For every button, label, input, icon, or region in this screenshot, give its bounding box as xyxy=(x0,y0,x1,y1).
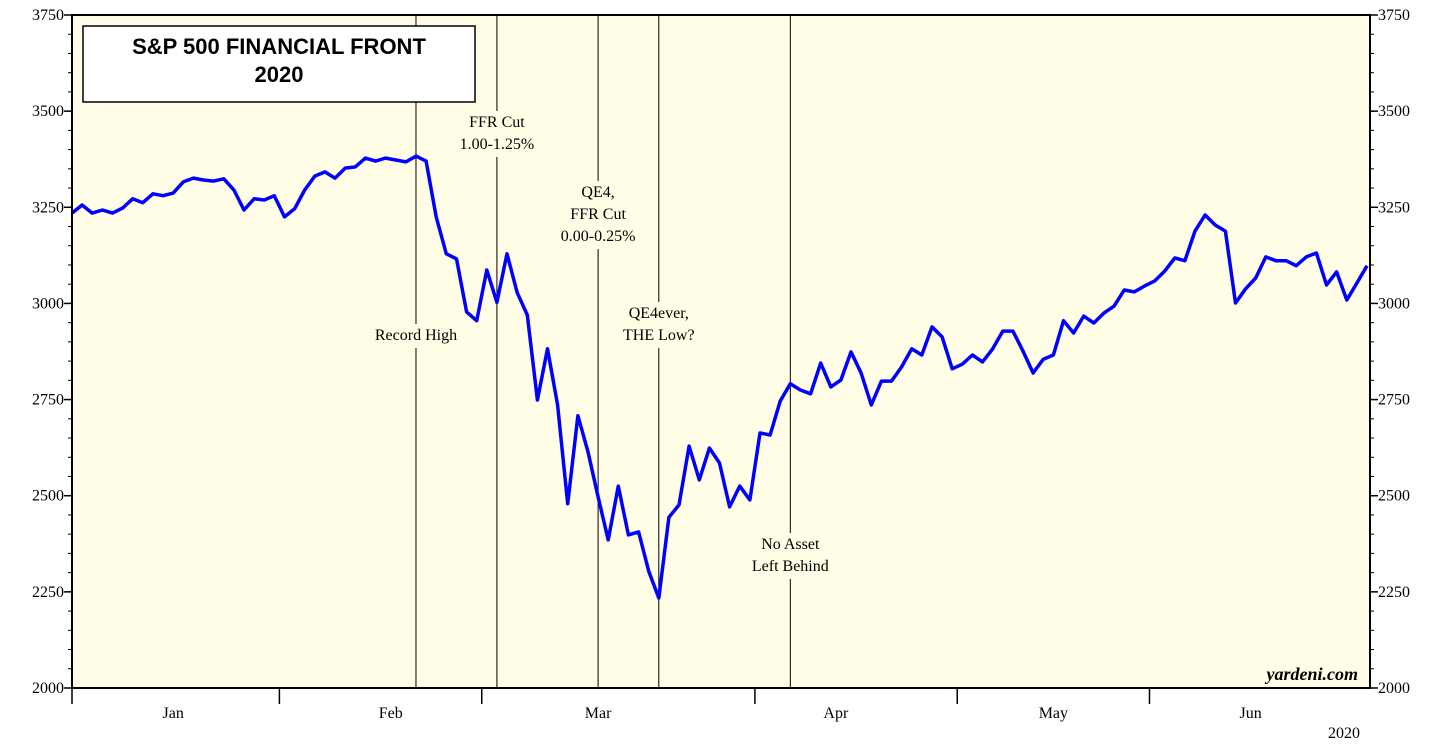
source: yardeni.com xyxy=(1265,664,1359,684)
y-tick-label: 2750 xyxy=(32,392,64,409)
event-label-bg xyxy=(732,533,849,579)
chart-subtitle: 2020 xyxy=(255,62,304,87)
event-label-bg xyxy=(540,181,657,249)
y2-tick-label: 2500 xyxy=(1378,488,1410,505)
y2-tick-label: 2250 xyxy=(1378,584,1410,601)
y2-tick-label: 3750 xyxy=(1378,7,1410,24)
y-tick-label: 2500 xyxy=(32,488,64,505)
y2-tick-label: 3500 xyxy=(1378,103,1410,120)
y-tick-label: 3250 xyxy=(32,199,64,216)
event-label-bg xyxy=(357,324,474,348)
y-tick-label: 3500 xyxy=(32,103,64,120)
x-tick-label: Mar xyxy=(585,705,612,722)
plot-frame xyxy=(71,14,1371,689)
x-tick-label: May xyxy=(1039,705,1068,722)
y-tick-label: 2250 xyxy=(32,584,64,601)
chart-title: S&P 500 FINANCIAL FRONT xyxy=(132,34,426,59)
y-tick-label: 3000 xyxy=(32,295,64,312)
x-tick-label: Apr xyxy=(823,705,849,722)
y2-tick-label: 2000 xyxy=(1378,680,1410,697)
event-label: 0.00-0.25% xyxy=(561,228,636,245)
x-tick-label: Jan xyxy=(163,705,184,722)
y2-tick-label: 2750 xyxy=(1378,392,1410,409)
x-tick-label: Feb xyxy=(379,705,403,722)
y-tick-label: 2000 xyxy=(32,680,64,697)
event-label: 1.00-1.25% xyxy=(460,136,535,153)
event-label-bg xyxy=(438,111,555,157)
y2-tick-label: 3000 xyxy=(1378,295,1410,312)
event-label: THE Low? xyxy=(623,327,695,344)
y2-tick-label: 3250 xyxy=(1378,199,1410,216)
year-label: 2020 xyxy=(1328,725,1360,742)
event-label-bg xyxy=(600,302,717,348)
y-tick-label: 3750 xyxy=(32,7,64,24)
series-layer xyxy=(70,154,1369,600)
event-layer: Record High FFR Cut 1.00-1.25% QE4, FFR Cut 0… xyxy=(357,15,849,688)
series-line xyxy=(70,154,1369,600)
plot-area xyxy=(72,15,1370,688)
event-label: No Asset xyxy=(761,536,820,553)
title-box xyxy=(82,25,476,103)
event-label: FFR Cut xyxy=(570,206,626,223)
event-label: Record High xyxy=(375,327,457,344)
x-tick-label: Jun xyxy=(1240,705,1262,722)
event-label: FFR Cut xyxy=(469,114,525,131)
event-label: QE4ever, xyxy=(629,305,689,322)
event-label: QE4, xyxy=(581,184,614,201)
event-label: Left Behind xyxy=(752,558,829,575)
